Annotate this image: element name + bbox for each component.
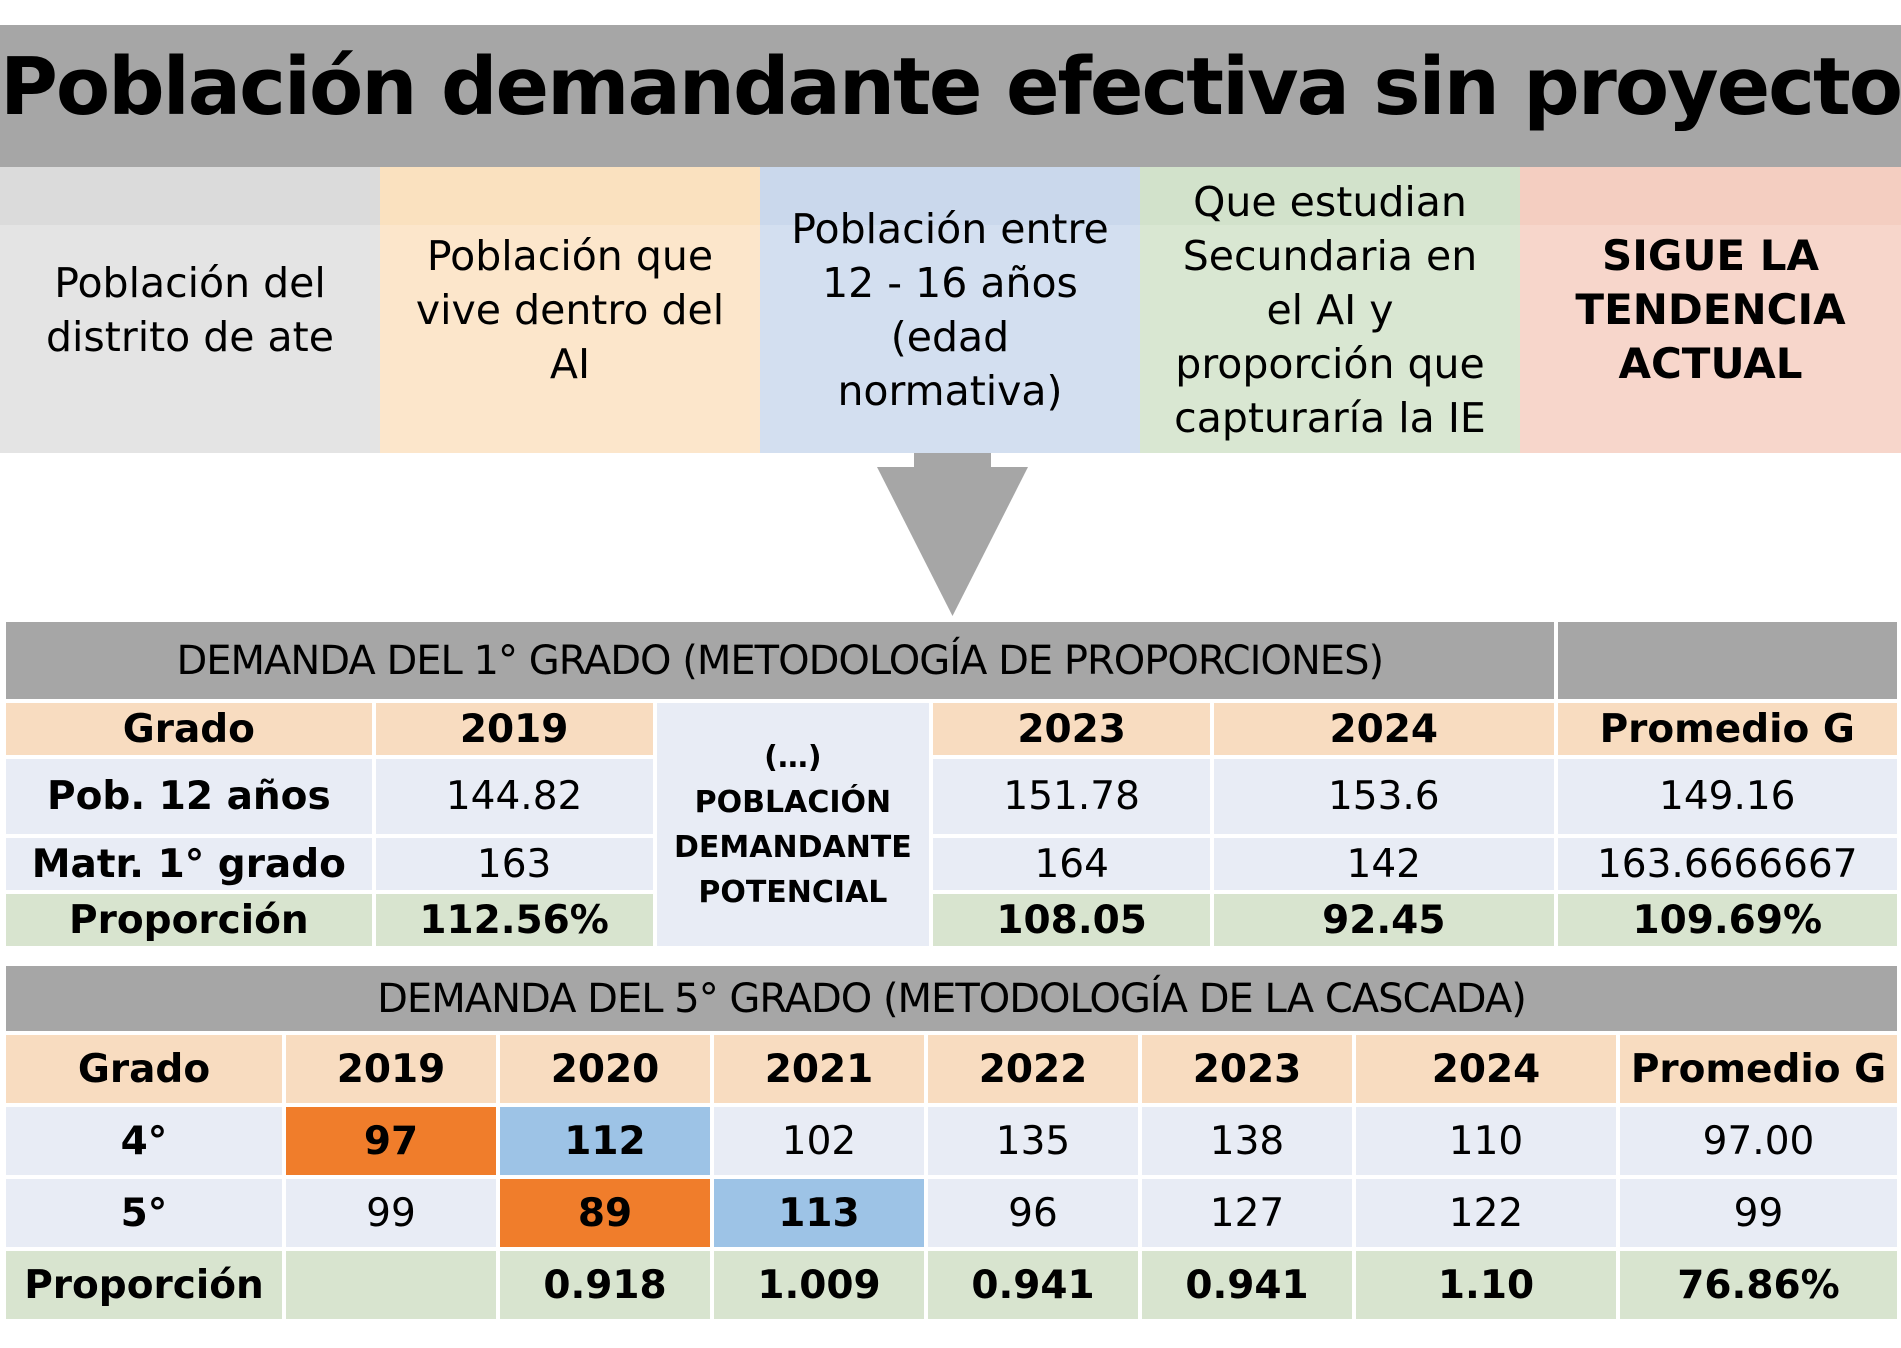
data-cell: 1.009: [714, 1251, 924, 1319]
header-cell: 2019: [286, 1035, 496, 1103]
table-title: DEMANDA DEL 1° GRADO (METODOLOGÍA DE PRO…: [6, 622, 1554, 699]
data-cell: 99: [286, 1179, 496, 1247]
data-cell: 163.6666667: [1557, 838, 1897, 890]
down-arrow-icon: [877, 453, 1028, 616]
concept-current-trend: SIGUE LA TENDENCIA ACTUAL: [1520, 167, 1901, 453]
data-cell: 163: [375, 838, 653, 890]
data-cell: 0.941: [1142, 1251, 1352, 1319]
data-cell: [286, 1251, 496, 1319]
concept-district-population: Población del distrito de ate: [0, 167, 380, 453]
highlight-cell: 112: [500, 1107, 710, 1175]
concept-label: Población que vive dentro del AI: [415, 232, 725, 388]
table-row: Proporción 112.56% 108.05 92.45 109.69%: [6, 894, 1897, 946]
data-cell: 135: [928, 1107, 1138, 1175]
data-cell: 97.00: [1620, 1107, 1897, 1175]
fifth-grade-demand-table: DEMANDA DEL 5° GRADO (METODOLOGÍA DE LA …: [2, 962, 1901, 1323]
header-cell: Grado: [6, 1035, 282, 1103]
row-label: Matr. 1° grado: [6, 838, 372, 890]
header-cell: Grado: [6, 703, 372, 755]
highlight-cell: 113: [714, 1179, 924, 1247]
header-cell: 2024: [1356, 1035, 1616, 1103]
data-cell: 109.69%: [1557, 894, 1897, 946]
page-title: Población demandante efectiva sin proyec…: [0, 41, 1901, 133]
first-grade-demand-table: DEMANDA DEL 1° GRADO (METODOLOGÍA DE PRO…: [2, 618, 1901, 950]
data-cell: 0.941: [928, 1251, 1138, 1319]
table-title-blank: [1557, 622, 1897, 699]
concept-influence-area-population: Población que vive dentro del AI: [380, 167, 760, 453]
data-cell: 144.82: [375, 759, 653, 834]
header-cell: 2020: [500, 1035, 710, 1103]
data-cell: 92.45: [1214, 894, 1554, 946]
header-cell: 2023: [1142, 1035, 1352, 1103]
header-cell: 2023: [933, 703, 1211, 755]
table-row: Proporción 0.918 1.009 0.941 0.941 1.10 …: [6, 1251, 1897, 1319]
row-label: 5°: [6, 1179, 282, 1247]
data-cell: 153.6: [1214, 759, 1554, 834]
concept-label: SIGUE LA TENDENCIA ACTUAL: [1575, 231, 1846, 388]
row-label: Proporción: [6, 894, 372, 946]
concept-age-range-population: Población entre 12 - 16 años (edad norma…: [760, 167, 1140, 453]
row-label: 4°: [6, 1107, 282, 1175]
data-cell: 99: [1620, 1179, 1897, 1247]
header-cell: 2024: [1214, 703, 1554, 755]
highlight-cell: 89: [500, 1179, 710, 1247]
table-row: 4° 97 112 102 135 138 110 97.00: [6, 1107, 1897, 1175]
concept-secondary-students: Que estudian Secundaria en el AI y propo…: [1140, 167, 1520, 453]
table-title: DEMANDA DEL 5° GRADO (METODOLOGÍA DE LA …: [6, 966, 1897, 1031]
table-row: Pob. 12 años 144.82 151.78 153.6 149.16: [6, 759, 1897, 834]
data-cell: 164: [933, 838, 1211, 890]
data-cell: 1.10: [1356, 1251, 1616, 1319]
concept-label: Población del distrito de ate: [45, 259, 334, 361]
data-cell: 138: [1142, 1107, 1352, 1175]
row-label: Proporción: [6, 1251, 282, 1319]
data-cell: 110: [1356, 1107, 1616, 1175]
concept-label: Que estudian Secundaria en el AI y propo…: [1174, 178, 1486, 442]
row-label: Pob. 12 años: [6, 759, 372, 834]
data-cell: 112.56%: [375, 894, 653, 946]
concept-label: Población entre 12 - 16 años (edad norma…: [791, 205, 1109, 415]
header-cell: 2022: [928, 1035, 1138, 1103]
data-cell: 151.78: [933, 759, 1211, 834]
header-cell: 2021: [714, 1035, 924, 1103]
title-banner: Población demandante efectiva sin proyec…: [0, 25, 1901, 167]
data-cell: 108.05: [933, 894, 1211, 946]
potential-demand-cell: (…) POBLACIÓN DEMANDANTE POTENCIAL: [656, 703, 930, 946]
table-row: 5° 99 89 113 96 127 122 99: [6, 1179, 1897, 1247]
data-cell: 122: [1356, 1179, 1616, 1247]
data-cell: 142: [1214, 838, 1554, 890]
data-cell: 0.918: [500, 1251, 710, 1319]
data-cell: 76.86%: [1620, 1251, 1897, 1319]
header-cell: 2019: [375, 703, 653, 755]
header-cell: Promedio G: [1557, 703, 1897, 755]
data-cell: 127: [1142, 1179, 1352, 1247]
data-cell: 96: [928, 1179, 1138, 1247]
data-cell: 102: [714, 1107, 924, 1175]
table-row: Matr. 1° grado 163 164 142 163.6666667: [6, 838, 1897, 890]
highlight-cell: 97: [286, 1107, 496, 1175]
data-cell: 149.16: [1557, 759, 1897, 834]
header-cell: Promedio G: [1620, 1035, 1897, 1103]
